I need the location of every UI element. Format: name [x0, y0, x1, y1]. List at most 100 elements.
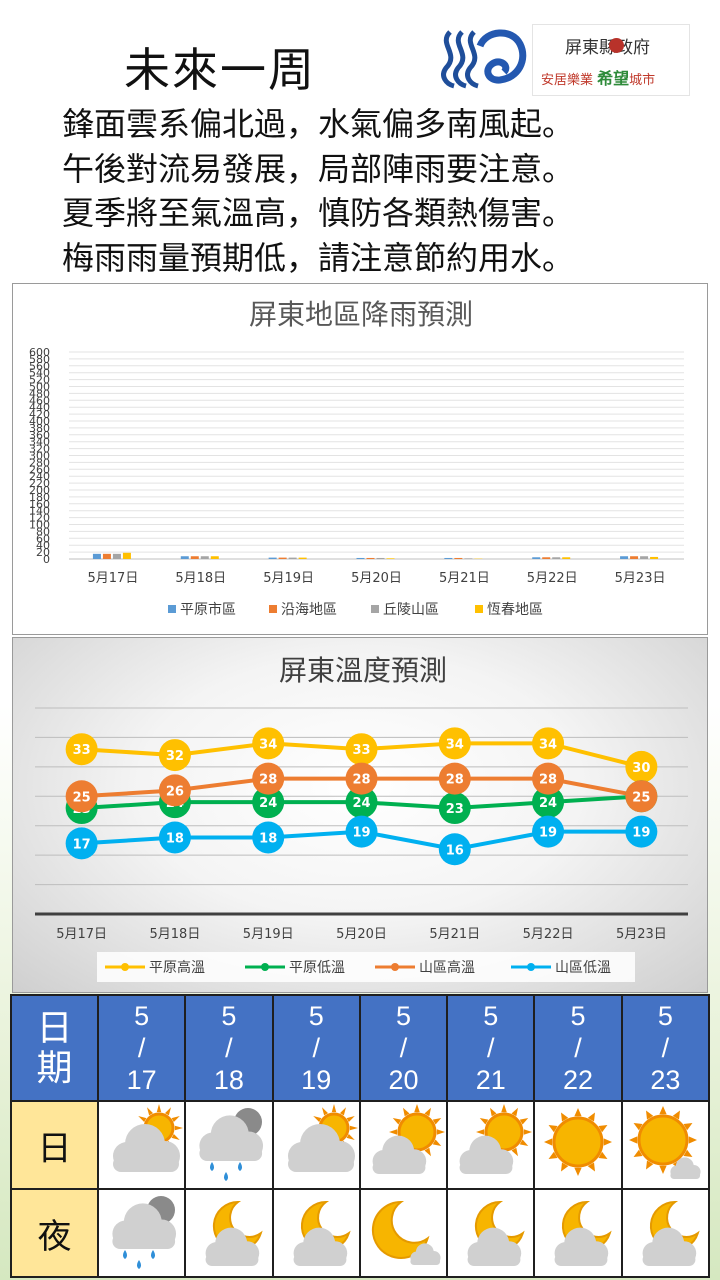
y-tick-label: 340: [29, 436, 50, 449]
data-label: 34: [446, 737, 464, 752]
weather-bureau-logo-icon: [441, 29, 527, 89]
data-point: [625, 750, 658, 783]
legend-label: 平原市區: [180, 601, 236, 618]
y-tick-label: 320: [29, 443, 50, 456]
data-point: [65, 827, 98, 860]
x-tick-label: 5月17日: [56, 927, 107, 942]
weather-icon-cell: [620, 1100, 711, 1190]
data-label: 30: [632, 761, 650, 776]
date-cell: 5/21: [446, 994, 536, 1102]
bar: [640, 556, 649, 559]
y-tick-label: 80: [36, 525, 50, 538]
data-point: [252, 821, 285, 854]
data-label: 24: [352, 796, 370, 811]
date-cell: 5/19: [271, 994, 361, 1102]
y-tick-label: 40: [36, 539, 50, 552]
bar: [180, 556, 189, 559]
x-tick-label: 5月21日: [429, 927, 480, 942]
weather-icon-cell: [620, 1188, 711, 1278]
moon-cloud-icon: [205, 1200, 263, 1266]
data-point: [532, 815, 565, 848]
data-point: [345, 786, 378, 819]
data-label: 28: [259, 773, 277, 788]
bar: [454, 557, 463, 559]
bar: [112, 553, 121, 559]
rainfall-chart-panel: 屏東地區降雨預測 0 20 40 60 80 100 120 140 160 180 200 220 24…: [12, 283, 708, 635]
y-tick-label: 600: [29, 346, 50, 359]
data-point: [532, 786, 565, 819]
legend-label: 山區高溫: [419, 959, 475, 976]
y-tick-label: 160: [29, 498, 50, 511]
legend-label: 平原低溫: [289, 960, 345, 976]
weather-icon-cell: [533, 1188, 623, 1278]
x-tick-label: 5月19日: [243, 927, 294, 942]
data-label: 34: [259, 737, 277, 752]
sunny-icon: [544, 1108, 613, 1176]
data-point: [532, 762, 565, 795]
chart-title: 屏東溫度預測: [279, 654, 447, 687]
weather-icon-cell: [358, 1100, 449, 1190]
temperature-chart: 屏東溫度預測 5月17日 5月18日 5月19日 5月20日 5月21日 5月22日 5月23…: [35, 654, 688, 982]
cloudy-rain-icon: [112, 1196, 177, 1269]
bar: [102, 553, 111, 559]
y-tick-label: 520: [29, 374, 50, 387]
weather-icon-cell: [184, 1188, 274, 1278]
data-label: 28: [446, 773, 464, 788]
weather-icon-cell: [271, 1188, 361, 1278]
night-label: 夜: [10, 1188, 99, 1278]
x-tick-label: 5月18日: [175, 571, 226, 586]
y-tick-label: 500: [29, 381, 50, 394]
legend-swatch: [269, 605, 277, 613]
x-tick-label: 5月18日: [150, 927, 201, 942]
bar: [444, 557, 453, 559]
forecast-summary: 鋒面雲系偏北過，水氣偏多南風起。 午後對流易發展，局部陣雨要注意。 夏季將至氣溫…: [62, 102, 574, 280]
weather-icon-cell: [446, 1188, 536, 1278]
page-title: 未來一周: [124, 43, 316, 97]
weather-icon-cell: [358, 1188, 449, 1278]
bar: [190, 556, 199, 559]
data-point: [252, 727, 285, 760]
rainfall-chart: 屏東地區降雨預測 02040608010012014016018020022024…: [29, 298, 684, 618]
data-label: 33: [73, 743, 91, 758]
y-tick-label: 480: [29, 387, 50, 400]
x-tick-label: 5月20日: [351, 571, 402, 586]
y-tick-label: 200: [29, 484, 50, 497]
y-tick-label: 240: [29, 470, 50, 483]
legend-label: 平原高溫: [149, 959, 205, 976]
y-tick-label: 180: [29, 491, 50, 504]
y-tick-label: 0: [43, 553, 50, 566]
bar: [268, 557, 277, 559]
y-tick-label: 100: [29, 519, 50, 532]
bar: [542, 557, 551, 559]
seal-icon: [609, 38, 624, 53]
bar: [386, 558, 395, 559]
bar: [552, 557, 561, 559]
y-tick-label: 540: [29, 367, 50, 380]
data-point: [625, 815, 658, 848]
y-tick-label: 300: [29, 450, 50, 463]
summary-line: 梅雨雨量預期低，請注意節約用水。: [62, 238, 575, 277]
x-tick-label: 5月17日: [88, 571, 139, 586]
chart-title: 屏東地區降雨預測: [249, 298, 473, 331]
data-label: 19: [352, 826, 370, 841]
data-label: 32: [166, 749, 184, 764]
y-tick-label: 220: [29, 477, 50, 490]
data-label: 19: [539, 826, 557, 841]
weather-icon-cell: [96, 1100, 187, 1190]
bar: [288, 557, 297, 559]
legend-swatch: [371, 605, 379, 613]
weather-icon-cell: [184, 1100, 274, 1190]
bar: [92, 553, 101, 559]
bar: [298, 557, 307, 559]
data-point: [252, 786, 285, 819]
date-cell: 5/22: [533, 994, 623, 1102]
y-tick-label: 380: [29, 422, 50, 435]
data-point: [345, 762, 378, 795]
summary-line: 夏季將至氣溫高，慎防各類熱傷害。: [62, 194, 575, 232]
legend-marker: [391, 963, 399, 971]
gov-logo-slogan: 安居樂業 希望城市: [541, 69, 656, 88]
y-tick-label: 60: [36, 532, 50, 545]
y-tick-label: 400: [29, 415, 50, 428]
data-point: [438, 833, 471, 866]
date-cell: 5/18: [184, 994, 274, 1102]
